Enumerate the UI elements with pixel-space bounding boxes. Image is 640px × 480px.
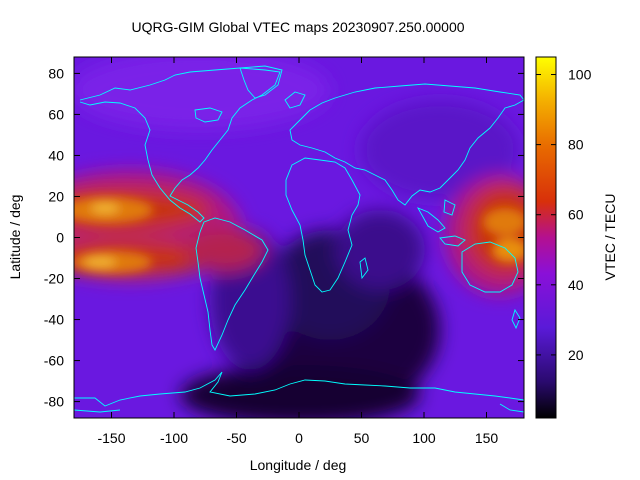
x-tick-label: 150 bbox=[475, 430, 499, 446]
x-tick-label: -50 bbox=[226, 430, 246, 446]
y-tick-label: -40 bbox=[44, 312, 64, 328]
colorbar bbox=[536, 57, 556, 418]
y-tick-label: 80 bbox=[48, 65, 64, 81]
x-tick-label: 0 bbox=[295, 430, 303, 446]
y-tick-label: 20 bbox=[48, 188, 64, 204]
colorbar-tick-label: 100 bbox=[568, 67, 592, 83]
x-tick-label: 50 bbox=[354, 430, 370, 446]
y-tick-label: -80 bbox=[44, 394, 64, 410]
colorbar-frame bbox=[535, 56, 557, 419]
x-tick-label: 100 bbox=[412, 430, 436, 446]
y-tick-label: 60 bbox=[48, 106, 64, 122]
chart-title: UQRG-GIM Global VTEC maps 20230907.250.0… bbox=[131, 19, 464, 35]
x-tick-label: -100 bbox=[160, 430, 188, 446]
x-axis-label: Longitude / deg bbox=[250, 457, 347, 473]
vtec-heatmap bbox=[74, 57, 524, 418]
colorbar-tick-label: 20 bbox=[568, 347, 584, 363]
y-tick-label: -60 bbox=[44, 353, 64, 369]
colorbar-tick-label: 40 bbox=[568, 277, 584, 293]
y-tick-label: 40 bbox=[48, 147, 64, 163]
colorbar-ticks: 20 40 60 80 100 bbox=[536, 67, 592, 363]
y-tick-label: 0 bbox=[56, 230, 64, 246]
coastlines bbox=[74, 65, 524, 413]
colorbar-label: VTEC / TECU bbox=[602, 194, 618, 281]
x-tick-label: -150 bbox=[97, 430, 125, 446]
colorbar-tick-label: 80 bbox=[568, 137, 584, 153]
colorbar-tick-label: 60 bbox=[568, 207, 584, 223]
y-tick-label: -20 bbox=[44, 271, 64, 287]
x-axis: -150 -100 -50 0 50 100 150 bbox=[97, 57, 498, 446]
y-axis-label: Latitude / deg bbox=[7, 195, 23, 280]
y-axis: -80 -60 -40 -20 0 20 40 60 80 bbox=[44, 65, 524, 410]
